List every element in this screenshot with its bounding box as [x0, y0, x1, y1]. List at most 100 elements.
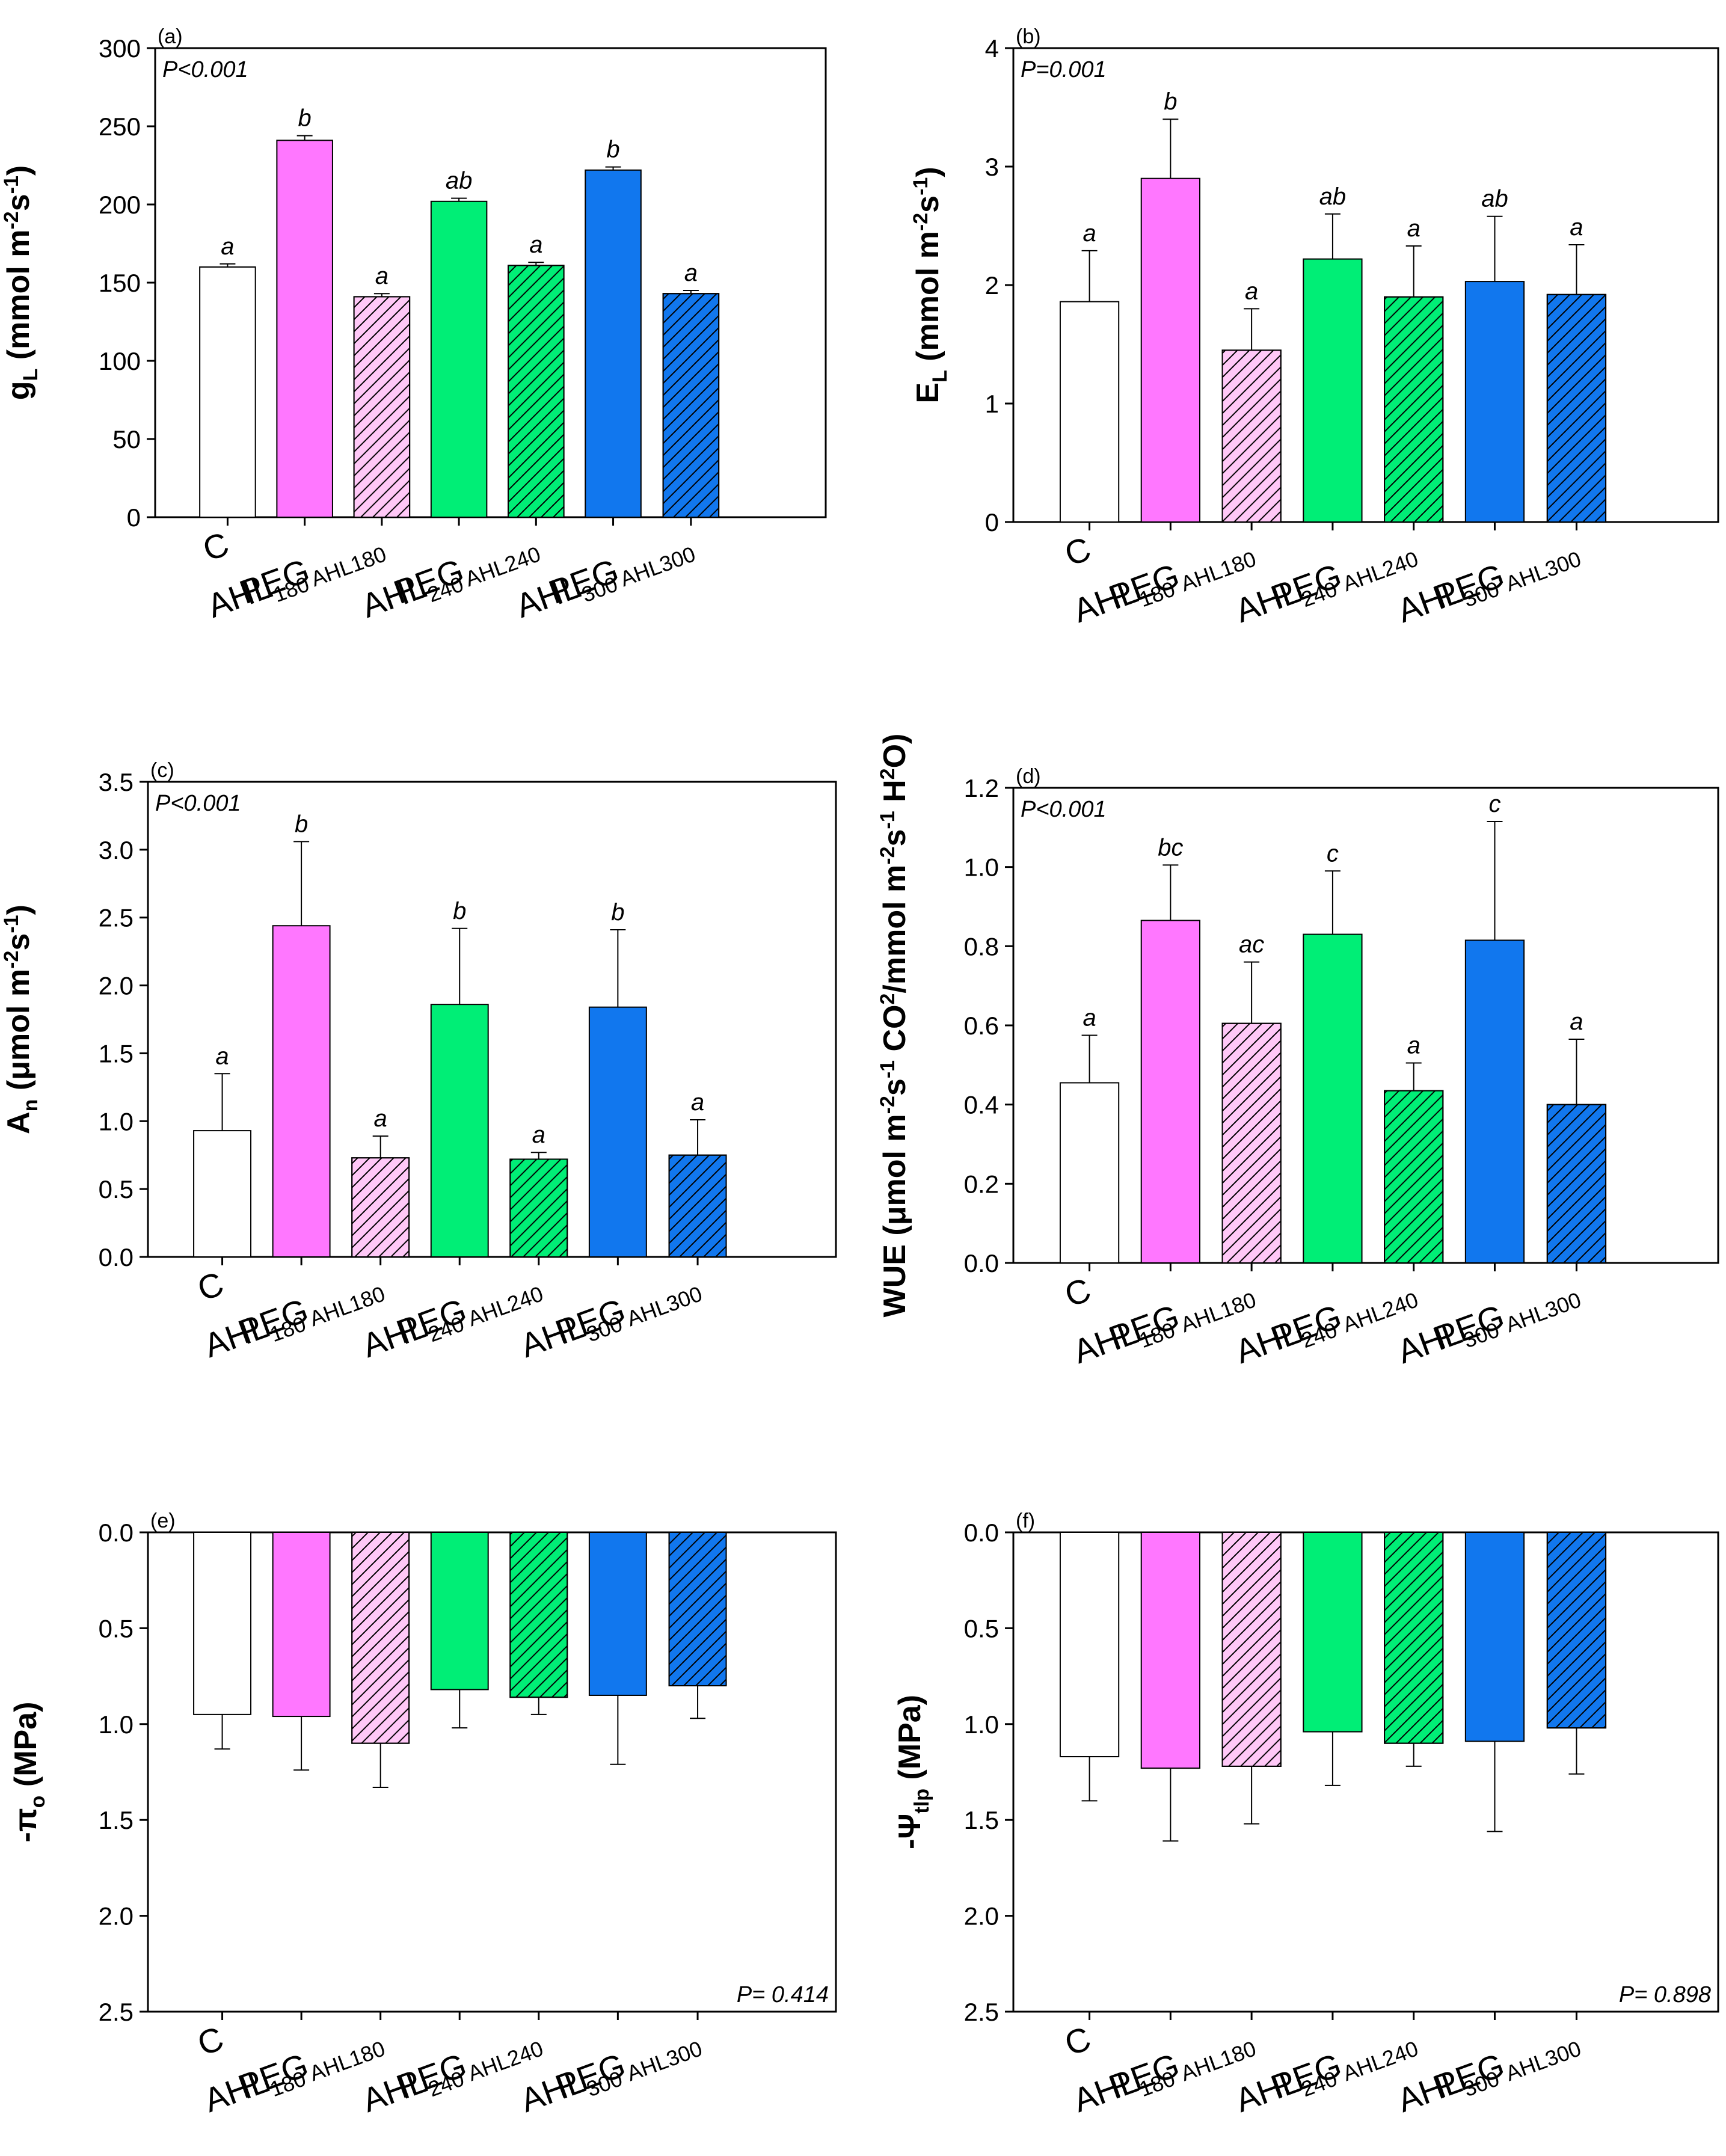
- significance-letter: ab: [1319, 183, 1347, 210]
- y-tick-label: 2.5: [99, 1998, 134, 2026]
- significance-letter: a: [691, 1089, 704, 1116]
- panel-f: (f)0.00.51.01.52.02.5CAHL180PEGAHL180AHL…: [892, 1510, 1719, 2119]
- y-tick-label: 0.8: [964, 932, 999, 960]
- p-value: P<0.001: [155, 791, 241, 816]
- significance-letter: b: [298, 105, 312, 132]
- bar-hatch-PEGAHL240: [1384, 1532, 1444, 1744]
- y-tick-label: 2.0: [964, 1902, 999, 1930]
- y-axis-label-part: CO: [877, 1004, 912, 1060]
- y-axis-label-part: -2: [909, 213, 932, 231]
- plot-frame: [147, 1531, 837, 2013]
- bar-hatch-PEGAHL240: [1384, 296, 1444, 523]
- significance-letter: a: [529, 232, 542, 258]
- y-axis-label-part: -π: [8, 1808, 43, 1842]
- y-tick-label: 3.0: [99, 836, 134, 864]
- category-subscript: AHL300: [1502, 1287, 1584, 1337]
- y-axis-label-part: -2: [0, 211, 23, 229]
- bar-AHL180: [272, 925, 331, 1258]
- y-tick-label: 1: [985, 390, 999, 418]
- y-axis-label: -πo (MPa): [8, 1702, 49, 1843]
- y-tick-label: 0.0: [964, 1519, 999, 1547]
- y-tick-label: 0.4: [964, 1091, 999, 1119]
- bar-hatch-PEGAHL300: [1546, 1104, 1607, 1264]
- y-axis-label-part: s: [877, 1078, 912, 1096]
- y-axis-label-part: WUE (μmol m: [877, 1114, 912, 1317]
- y-tick-label: 300: [99, 34, 141, 63]
- y-axis-label-part: L: [929, 370, 951, 382]
- bar-hatch-PEGAHL300: [1546, 293, 1607, 523]
- panel-label: (f): [1016, 1510, 1035, 1532]
- category-label: C: [192, 2019, 229, 2063]
- bar-C: [1059, 301, 1120, 523]
- bar-AHL240: [1303, 1532, 1363, 1733]
- y-axis-label-part: L: [19, 369, 42, 381]
- bar-C: [1059, 1532, 1120, 1757]
- significance-letter: a: [1245, 278, 1258, 304]
- y-axis-label-part: s: [1, 194, 36, 211]
- y-tick-label: 0.6: [964, 1012, 999, 1040]
- panel-label: (b): [1016, 25, 1041, 48]
- y-tick-label: 50: [112, 425, 141, 453]
- significance-letter: c: [1327, 840, 1339, 867]
- y-tick-label: 1.5: [99, 1806, 134, 1834]
- category-label: C: [1060, 2019, 1096, 2063]
- y-tick-label: 2.5: [964, 1998, 999, 2026]
- significance-letter: ac: [1239, 932, 1264, 958]
- y-axis-label-part: E: [911, 382, 945, 404]
- bar-AHL240: [1303, 258, 1363, 523]
- y-axis-label-part: A: [1, 1111, 36, 1134]
- significance-letter: a: [1407, 1033, 1420, 1059]
- bar-AHL300: [1464, 939, 1525, 1264]
- y-axis-label: WUE (μmol m-2s-1 CO2/mmol m-2s-1 H2O): [876, 734, 912, 1318]
- significance-letter: a: [1407, 215, 1420, 242]
- y-axis-label-part: (mmol m: [1, 230, 36, 369]
- y-tick-label: 3.5: [99, 768, 134, 796]
- y-axis-label-part: (MPa): [892, 1695, 927, 1789]
- y-tick-label: 2.0: [99, 1902, 134, 1930]
- bar-AHL180: [272, 1532, 331, 1718]
- category-main: C: [1060, 529, 1096, 573]
- significance-letter: a: [684, 260, 698, 286]
- category-label: C: [192, 1264, 229, 1308]
- y-axis-label-part: -1: [876, 1060, 899, 1078]
- y-tick-label: 2.0: [99, 972, 134, 1000]
- y-axis-label-part: o: [26, 1796, 49, 1808]
- y-tick-label: 150: [99, 269, 141, 297]
- significance-letter: a: [221, 233, 234, 260]
- bar-AHL180: [1140, 177, 1200, 523]
- bar-C: [1059, 1082, 1120, 1264]
- y-axis-label-part: ): [1, 904, 36, 915]
- y-tick-label: 1.0: [964, 1710, 999, 1739]
- bar-AHL300: [588, 1532, 647, 1696]
- y-axis-label-part: (MPa): [8, 1702, 43, 1796]
- panel-a: (a)050100150200250300aCbAHL180aPEGAHL180…: [0, 25, 827, 625]
- plot-frame: [147, 781, 837, 1258]
- y-axis-label-part: s: [1, 933, 36, 951]
- y-tick-label: 2.5: [99, 904, 134, 932]
- y-tick-label: 1.2: [964, 774, 999, 802]
- y-axis-label: -Ψtlp (MPa): [892, 1695, 933, 1849]
- significance-letter: b: [1164, 88, 1177, 115]
- bar-C: [193, 1130, 252, 1258]
- bar-AHL240: [1303, 933, 1363, 1264]
- y-tick-label: 0.0: [99, 1243, 134, 1271]
- category-label: PEGAHL300: [1430, 529, 1585, 621]
- y-tick-label: 0.0: [964, 1249, 999, 1277]
- y-axis-label-part: /mmol m: [877, 865, 912, 994]
- bar-hatch-PEGAHL240: [1384, 1090, 1444, 1264]
- category-subscript: AHL300: [624, 2036, 705, 2086]
- category-main: C: [192, 1264, 229, 1308]
- p-value: P= 0.414: [737, 1982, 829, 2007]
- p-value: P= 0.898: [1619, 1982, 1711, 2007]
- y-tick-label: 1.5: [964, 1806, 999, 1834]
- category-main: C: [198, 524, 234, 568]
- bar-hatch-PEGAHL240: [508, 265, 565, 518]
- category-label: C: [1060, 1270, 1096, 1314]
- y-axis-label-part: O): [877, 734, 912, 769]
- y-axis-label-part: -1: [876, 811, 899, 829]
- bar-hatch-PEGAHL180: [353, 296, 411, 518]
- y-axis-label-part: -1: [0, 915, 23, 933]
- y-tick-label: 0.5: [99, 1175, 134, 1203]
- bar-AHL300: [1464, 1532, 1525, 1742]
- y-axis-label-part: -2: [876, 846, 899, 864]
